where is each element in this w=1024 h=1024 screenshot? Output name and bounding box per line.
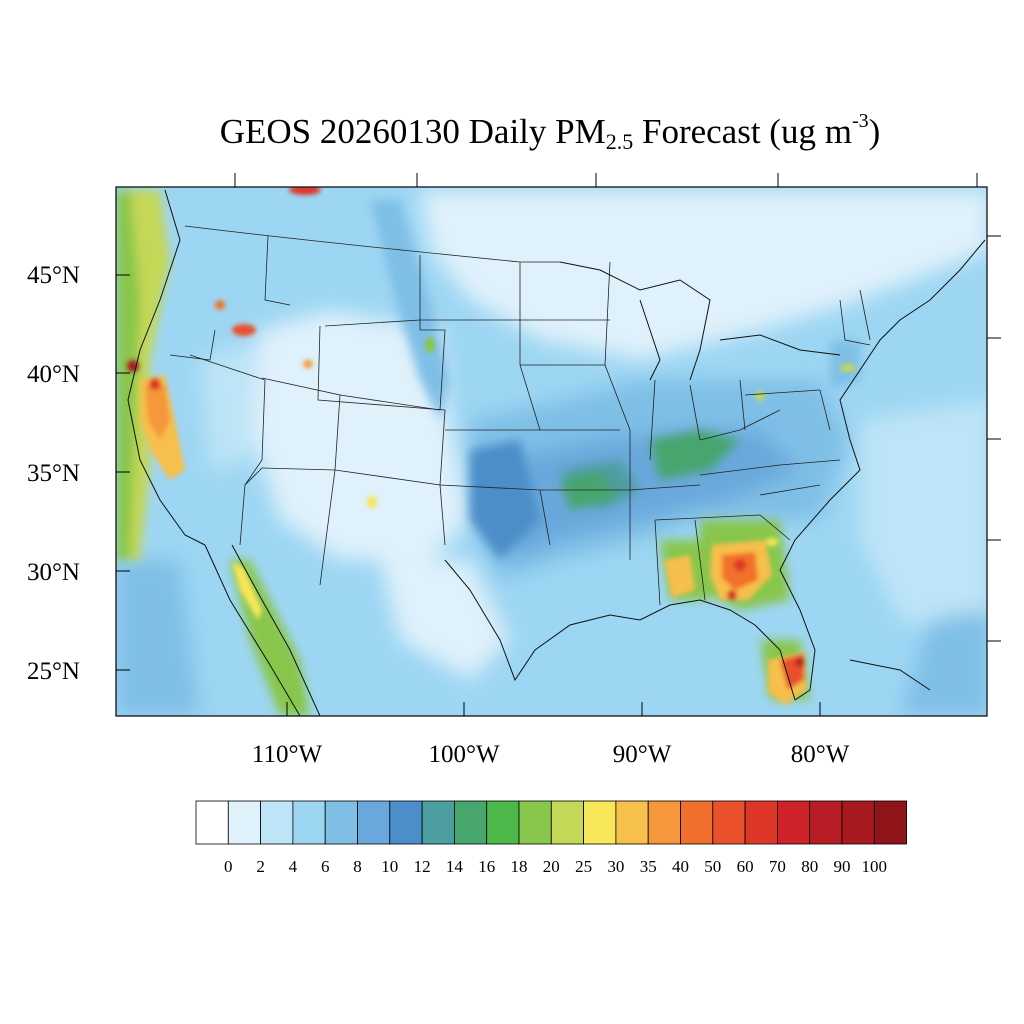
field-hotspots xyxy=(127,187,856,705)
longitude-labels: 110°W 100°W 90°W 80°W xyxy=(252,741,850,768)
colorbar-swatch xyxy=(421,800,455,845)
colorbar-label: 30 xyxy=(607,857,624,876)
colorbar: 0 2 4 6 8 10 12 14 16 18 20 25 30 35 40 50 60 70 80 90 100 xyxy=(195,800,907,876)
colorbar-label: 16 xyxy=(478,857,495,876)
colorbar-swatch xyxy=(777,800,811,845)
colorbar-label: 10 xyxy=(381,857,398,876)
colorbar-swatch xyxy=(809,800,843,845)
colorbar-swatch xyxy=(486,800,520,845)
lat-label-45n: 45°N xyxy=(27,262,80,289)
title-superscript: -3 xyxy=(851,110,869,132)
colorbar-label: 4 xyxy=(289,857,298,876)
colorbar-swatch xyxy=(389,800,423,845)
lon-label-90w: 90°W xyxy=(613,741,672,768)
lat-label-40n: 40°N xyxy=(27,361,80,388)
colorbar-label: 6 xyxy=(321,857,330,876)
colorbar-swatches xyxy=(195,800,907,845)
field-broad-shading xyxy=(116,190,987,716)
colorbar-swatch xyxy=(518,800,552,845)
colorbar-swatch xyxy=(227,800,262,845)
colorbar-label: 8 xyxy=(353,857,362,876)
lon-label-100w: 100°W xyxy=(428,741,499,768)
lon-label-80w: 80°W xyxy=(791,741,850,768)
title-subscript: 2.5 xyxy=(605,129,634,154)
title-unit-text: Forecast (ug m xyxy=(633,112,852,151)
colorbar-label: 90 xyxy=(834,857,851,876)
colorbar-swatch xyxy=(195,800,229,845)
axis-ticks xyxy=(116,173,1001,716)
colorbar-swatch xyxy=(712,800,746,845)
lat-label-30n: 30°N xyxy=(27,559,80,586)
colorbar-swatch xyxy=(873,800,907,845)
colorbar-label: 50 xyxy=(704,857,721,876)
colorbar-swatch xyxy=(453,800,488,845)
colorbar-label: 18 xyxy=(511,857,528,876)
colorbar-swatch xyxy=(841,800,875,845)
colorbar-label: 70 xyxy=(769,857,786,876)
state-boundaries xyxy=(169,225,871,606)
colorbar-swatch xyxy=(615,800,649,845)
colorbar-label: 35 xyxy=(640,857,657,876)
colorbar-label: 25 xyxy=(575,857,592,876)
map-title: GEOS 20260130 Daily PM2.5 Forecast (ug m… xyxy=(0,110,1024,154)
colorbar-label: 14 xyxy=(446,857,464,876)
lat-label-35n: 35°N xyxy=(27,460,80,487)
colorbar-swatch xyxy=(357,800,391,845)
colorbar-swatch xyxy=(647,800,681,845)
colorbar-label: 80 xyxy=(801,857,818,876)
colorbar-label: 40 xyxy=(672,857,689,876)
colorbar-swatch xyxy=(680,800,714,845)
colorbar-swatch xyxy=(550,800,584,845)
colorbar-label: 2 xyxy=(256,857,265,876)
colorbar-label: 0 xyxy=(224,857,233,876)
lon-label-110w: 110°W xyxy=(252,741,323,768)
colorbar-swatch xyxy=(583,800,617,845)
title-close-paren: ) xyxy=(868,112,881,151)
title-main-text: GEOS 20260130 Daily PM xyxy=(219,112,606,151)
colorbar-swatch xyxy=(292,800,326,845)
coastlines xyxy=(127,189,986,716)
pm25-field xyxy=(116,187,987,716)
latitude-labels: 45°N 40°N 35°N 30°N 25°N xyxy=(27,262,80,685)
lat-label-25n: 25°N xyxy=(27,658,80,685)
colorbar-label: 100 xyxy=(862,857,888,876)
map-frame xyxy=(115,186,988,717)
colorbar-label: 60 xyxy=(737,857,754,876)
colorbar-swatch xyxy=(324,800,358,845)
colorbar-swatch xyxy=(260,800,294,845)
colorbar-labels: 0 2 4 6 8 10 12 14 16 18 20 25 30 35 40 50 60 70 80 90 100 xyxy=(224,857,887,876)
colorbar-swatch xyxy=(744,800,778,845)
colorbar-label: 12 xyxy=(414,857,431,876)
colorbar-label: 20 xyxy=(543,857,560,876)
